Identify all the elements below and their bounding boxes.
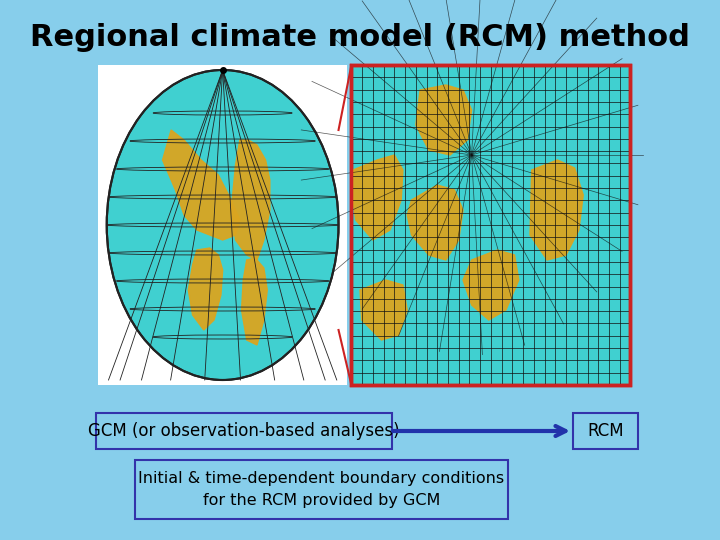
Polygon shape — [416, 85, 472, 155]
Polygon shape — [231, 140, 270, 260]
FancyBboxPatch shape — [351, 65, 631, 385]
Polygon shape — [189, 248, 222, 330]
Polygon shape — [408, 185, 463, 260]
Ellipse shape — [107, 70, 338, 380]
Polygon shape — [351, 155, 403, 240]
Text: Initial & time-dependent boundary conditions: Initial & time-dependent boundary condit… — [138, 470, 505, 485]
Text: for the RCM provided by GCM: for the RCM provided by GCM — [202, 492, 440, 508]
Polygon shape — [241, 258, 267, 345]
Polygon shape — [463, 250, 519, 320]
FancyBboxPatch shape — [135, 460, 508, 519]
FancyBboxPatch shape — [573, 413, 638, 449]
Polygon shape — [360, 280, 408, 340]
Text: GCM (or observation-based analyses): GCM (or observation-based analyses) — [89, 422, 400, 440]
Text: RCM: RCM — [588, 422, 624, 440]
Polygon shape — [163, 130, 240, 240]
Polygon shape — [530, 160, 583, 260]
FancyBboxPatch shape — [98, 65, 347, 385]
FancyArrowPatch shape — [393, 426, 565, 436]
Text: Regional climate model (RCM) method: Regional climate model (RCM) method — [30, 24, 690, 52]
FancyBboxPatch shape — [96, 413, 392, 449]
